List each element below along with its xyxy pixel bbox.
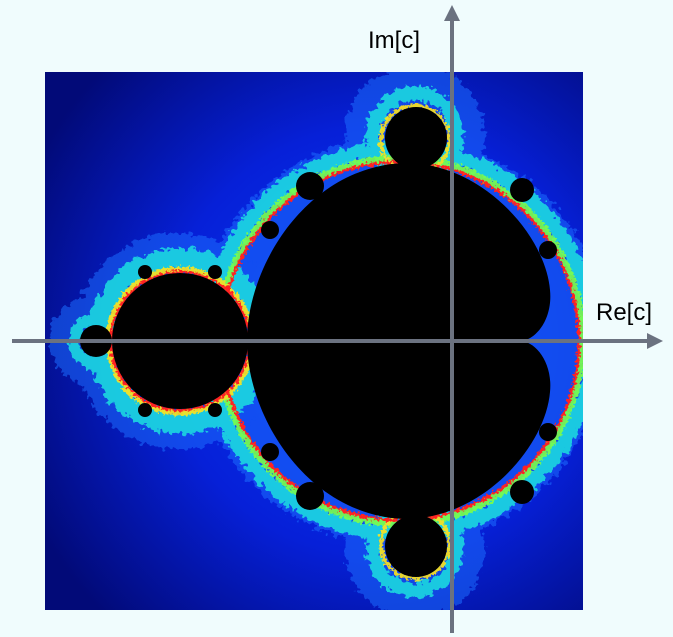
period3-bulb-top xyxy=(385,107,447,169)
minor-bulb xyxy=(208,265,222,279)
minor-bulb xyxy=(510,480,534,504)
minor-bulb xyxy=(138,403,152,417)
minor-bulb xyxy=(261,443,279,461)
minor-bulb xyxy=(296,482,324,510)
x-axis-label: Re[c] xyxy=(596,299,652,326)
real-axis-arrowhead xyxy=(647,333,663,349)
minor-bulb xyxy=(510,178,534,202)
minor-bulb xyxy=(208,403,222,417)
minor-bulb xyxy=(261,221,279,239)
minor-bulb xyxy=(539,241,557,259)
minor-bulb xyxy=(138,265,152,279)
axes xyxy=(12,5,663,633)
imaginary-axis-arrowhead xyxy=(444,5,460,21)
minor-bulb xyxy=(539,423,557,441)
y-axis-label: Im[c] xyxy=(368,27,420,54)
minor-bulb xyxy=(296,172,324,200)
period3-bulb-bottom xyxy=(385,515,447,577)
